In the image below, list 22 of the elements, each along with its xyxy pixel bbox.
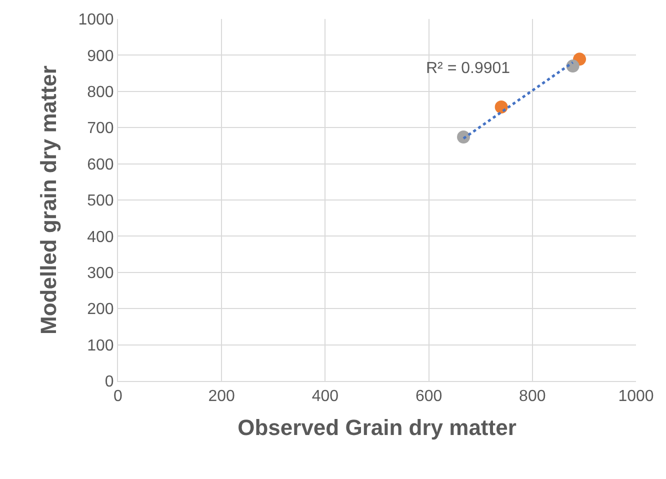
y-tick-label: 800 <box>87 84 114 101</box>
y-tick-label: 400 <box>87 228 114 246</box>
x-tick-label: 1000 <box>618 388 654 406</box>
point <box>494 100 508 114</box>
y-tick-label: 0 <box>104 374 114 391</box>
point <box>566 60 580 73</box>
y-tick-label: 900 <box>87 48 114 65</box>
y-tick-label: 1000 <box>78 12 114 29</box>
x-tick-label: 400 <box>312 388 339 406</box>
y-tick-label: 300 <box>87 265 114 282</box>
y-tick-label: 600 <box>87 156 114 174</box>
y-tick-label: 100 <box>87 337 114 354</box>
annotation: R² = 0.9901 <box>426 60 510 77</box>
x-axis-title: Observed Grain dry matter <box>238 415 517 440</box>
point <box>457 130 470 144</box>
y-tick-label: 200 <box>87 301 114 318</box>
y-tick-label: 700 <box>87 120 114 138</box>
x-tick-label: 200 <box>208 388 236 406</box>
y-axis-title: Modelled grain dry matter <box>36 65 62 334</box>
x-tick-label: 800 <box>519 388 546 406</box>
x-tick-label: 600 <box>415 388 442 406</box>
y-tick-label: 500 <box>87 192 114 210</box>
